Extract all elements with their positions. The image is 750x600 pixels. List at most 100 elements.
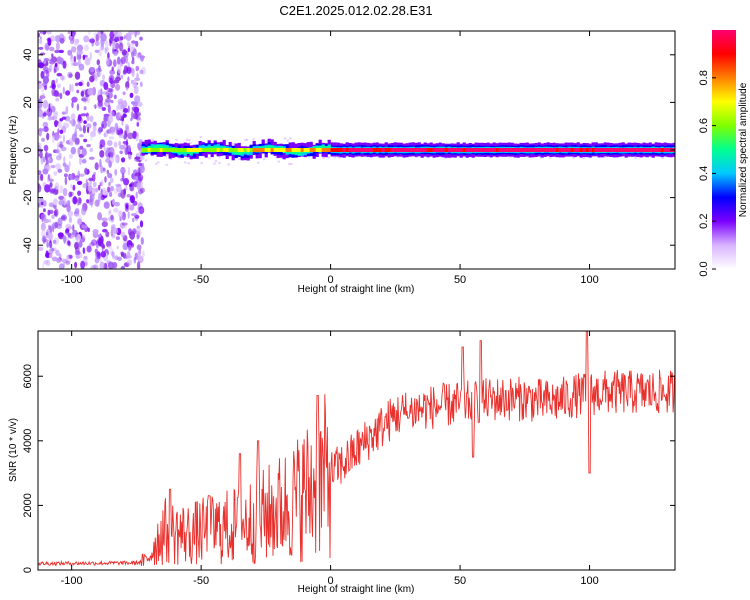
spectrogram-ticks: -100 -50 0 50 100 -40 -20 0 20 40 <box>22 31 675 286</box>
spectrogram-noise-cell <box>51 115 58 121</box>
spectrogram-noise-cell <box>109 87 114 94</box>
spectrogram-noise-cell <box>113 201 120 207</box>
spectrogram-peak-cell <box>264 148 268 152</box>
spectrogram-halo-cell <box>286 139 290 142</box>
snr-x-tick-label: 100 <box>580 575 598 587</box>
spectrogram-peak-cell <box>294 148 298 152</box>
spectrogram-peak-cell <box>450 148 454 152</box>
spectrogram-noise-cell <box>69 173 73 181</box>
spectrogram-noise-cell <box>70 113 76 121</box>
spectrogram-noise-cell <box>135 191 138 199</box>
spectrogram-noise-cell <box>140 237 144 245</box>
spectrogram-halo-cell <box>602 156 606 159</box>
spectrogram-peak-cell <box>468 148 472 152</box>
spectrogram-peak-cell <box>192 148 196 152</box>
spectrogram-noise-cell <box>94 248 98 254</box>
snr-y-tick-label: 4000 <box>22 429 34 453</box>
spectrogram-noise-cell <box>56 136 59 141</box>
spectrogram-noise-cell <box>127 61 130 68</box>
spectrogram-x-tick-label: 50 <box>454 274 466 286</box>
spectrogram-noise-cell <box>76 180 83 185</box>
spectrogram-peak-cell <box>564 148 568 152</box>
spectrogram-noise-cell <box>123 178 130 186</box>
spectrogram-noise-cell <box>100 179 104 187</box>
spectrogram-peak-cell <box>219 148 223 152</box>
spectrogram-halo-cell <box>508 155 512 158</box>
spectrogram-noise-cell <box>109 83 112 88</box>
spectrogram-noise-cell <box>38 170 42 175</box>
spectrogram-noise-cell <box>118 210 122 219</box>
spectrogram-noise-cell <box>87 31 91 36</box>
spectrogram-noise-cell <box>38 108 44 118</box>
spectrogram-noise-cell <box>78 81 83 87</box>
spectrogram-peak-cell <box>660 148 664 152</box>
spectrogram-noise-cell <box>135 40 139 48</box>
spectrogram-x-tick-label: 100 <box>580 274 598 286</box>
spectrogram-noise-cell <box>81 207 87 216</box>
spectrogram-halo-cell <box>184 161 187 164</box>
spectrogram-noise-cell <box>89 147 94 153</box>
spectrogram-noise-cell <box>72 120 76 126</box>
snr-ticks: -100 -50 0 50 100 0 2000 4000 6000 <box>22 331 675 587</box>
spectrogram-noise-cell <box>128 200 132 208</box>
spectrogram-noise-cell <box>53 132 60 141</box>
spectrogram-peak-cell <box>534 148 538 152</box>
colorbar-tick-label: 0.6 <box>698 118 710 133</box>
spectrogram-peak-cell <box>309 148 313 152</box>
spectrogram-halo-cell <box>384 156 387 158</box>
spectrogram-noise-cell <box>49 178 54 182</box>
spectrogram-peak-cell <box>357 148 361 152</box>
spectrogram-noise-cell <box>120 166 126 175</box>
spectrogram-noise-cell <box>40 70 45 79</box>
spectrogram-noise-cell <box>54 221 59 228</box>
spectrogram-peak-cell <box>147 148 151 152</box>
spectrogram-noise-cell <box>52 135 55 144</box>
spectrogram-noise-cell <box>44 85 47 91</box>
spectrogram-noise-cell <box>123 99 127 109</box>
spectrogram-noise-cell <box>90 265 97 269</box>
spectrogram-noise-cell <box>76 89 80 94</box>
spectrogram-peak-cell <box>501 148 505 152</box>
spectrogram-peak-cell <box>339 148 343 152</box>
spectrogram-noise-cell <box>71 46 77 53</box>
spectrogram-noise-cell <box>98 46 105 51</box>
spectrogram-noise-cell <box>43 60 47 64</box>
spectrogram-peak-cell <box>240 148 244 152</box>
spectrogram-noise-cell <box>115 183 122 187</box>
spectrogram-noise-cell <box>71 31 76 37</box>
spectrogram-noise-cell <box>68 161 71 167</box>
spectrogram-noise-cell <box>67 31 74 35</box>
spectrogram-noise-cell <box>95 33 99 43</box>
spectrogram-noise-cell <box>65 90 71 96</box>
snr-frame <box>37 330 676 571</box>
spectrogram-noise-cell <box>111 224 116 229</box>
spectrogram-noise-cell <box>108 136 115 140</box>
spectrogram-panel: -100 -50 0 50 100 -40 -20 0 20 40 Height of strai… <box>8 30 676 295</box>
spectrogram-noise-cell <box>124 147 128 156</box>
spectrogram-peak-cell <box>624 148 628 152</box>
spectrogram-peak-cell <box>663 148 667 152</box>
spectrogram-noise-cell <box>41 230 46 237</box>
spectrogram-noise-cell <box>141 66 146 75</box>
spectrogram-noise-cell <box>40 222 46 231</box>
spectrogram-peak-cell <box>582 148 586 152</box>
spectrogram-peak-cell <box>567 148 571 152</box>
spectrogram-noise-cell <box>53 198 58 206</box>
spectrogram-noise-cell <box>124 205 129 212</box>
spectrogram-halo-cell <box>187 162 191 165</box>
spectrogram-signal-cell <box>327 145 331 150</box>
spectrogram-peak-cell <box>459 148 463 152</box>
spectrogram-noise-cell <box>100 188 103 197</box>
spectrogram-noise-cell <box>46 241 50 248</box>
spectrogram-signal-cell <box>153 144 157 149</box>
spectrogram-noise-cell <box>52 112 59 118</box>
spectrogram-peak-cell <box>141 148 145 152</box>
spectrogram-noise-cell <box>46 107 53 117</box>
spectrogram-noise-cell <box>124 224 128 229</box>
spectrogram-peak-cell <box>150 148 154 152</box>
spectrogram-peak-cell <box>600 148 604 152</box>
spectrogram-noise-cell <box>42 168 49 175</box>
spectrogram-noise-cell <box>106 59 113 67</box>
spectrogram-noise-cell <box>135 65 140 72</box>
